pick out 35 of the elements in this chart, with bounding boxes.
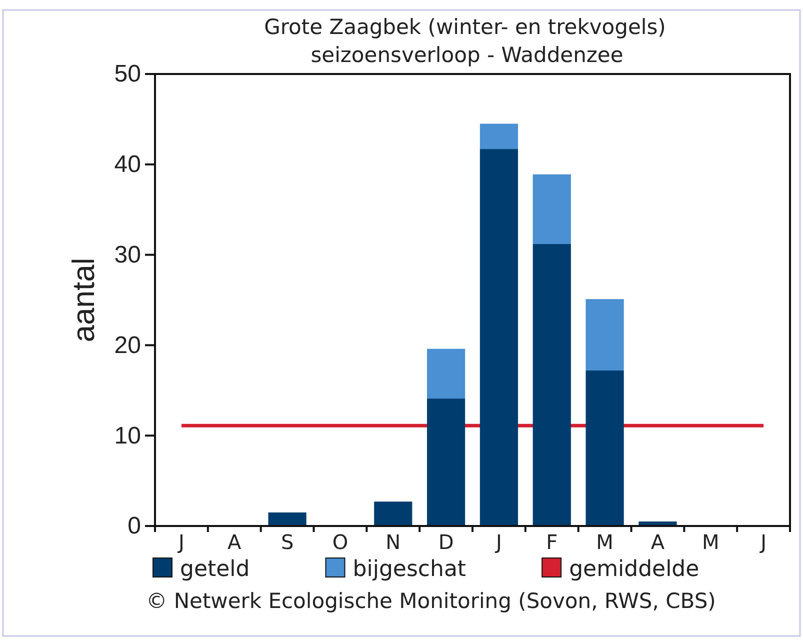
x-tick-label: S <box>280 530 294 554</box>
x-tick-label: M <box>596 530 614 554</box>
y-tick-label: 50 <box>114 60 141 88</box>
x-tick-label: A <box>228 530 242 554</box>
y-tick-label: 20 <box>114 332 141 359</box>
y-tick-label: 30 <box>114 241 141 268</box>
x-tick-label: A <box>650 530 665 554</box>
bar <box>586 370 624 526</box>
legend-label: geteld <box>180 557 250 582</box>
y-tick-label: 40 <box>114 151 141 178</box>
x-tick-label: J <box>494 530 502 554</box>
chart-title: Grote Zaagbek (winter- en trekvogels) <box>264 15 666 39</box>
bar <box>532 174 571 244</box>
bar <box>480 124 518 150</box>
x-tick-label: J <box>758 530 766 554</box>
bar <box>374 502 412 526</box>
bar <box>586 299 624 371</box>
x-tick-label: N <box>386 530 401 554</box>
x-tick-label: J <box>176 530 184 554</box>
y-tick-label: 0 <box>128 512 141 540</box>
x-tick-label: D <box>438 530 454 554</box>
bar <box>268 512 306 526</box>
bar <box>426 348 466 399</box>
y-axis-title: aantal <box>66 258 101 342</box>
legend-label: gemiddelde <box>569 557 700 582</box>
bar <box>480 149 518 526</box>
x-tick-label: O <box>332 530 348 554</box>
bar <box>532 244 571 526</box>
x-tick-label: M <box>702 530 720 554</box>
chart-subtitle: seizoensverloop - Waddenzee <box>310 43 624 67</box>
text: © Netwerk Ecologische Monitoring (Sovon, RWS, CBS) <box>146 589 716 613</box>
legend-label: bijgeschat <box>352 557 466 582</box>
y-tick-label: 10 <box>114 422 141 450</box>
x-tick-label: F <box>546 530 558 554</box>
bar <box>426 398 466 526</box>
